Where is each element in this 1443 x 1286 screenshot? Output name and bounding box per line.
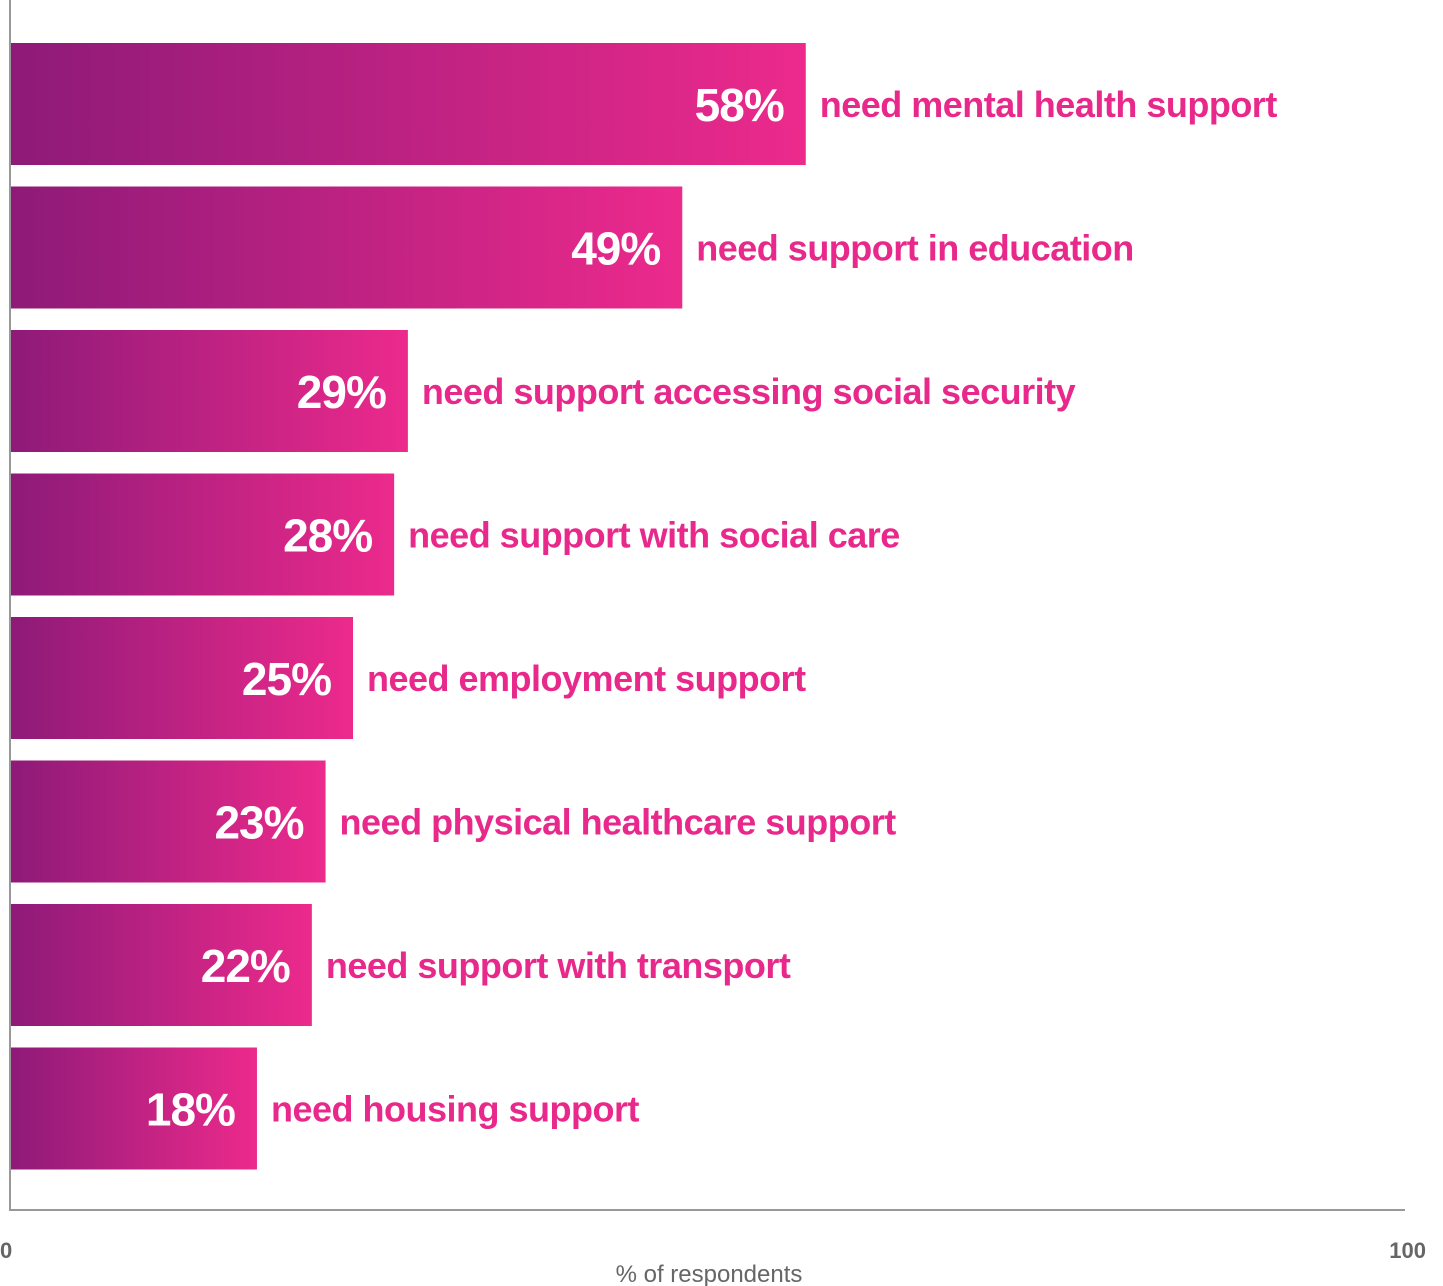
bar-1	[10, 43, 806, 165]
bar-7	[10, 904, 312, 1026]
bar-2	[10, 186, 683, 309]
bar-value-label: 58%	[695, 79, 784, 131]
bar-5	[10, 617, 353, 739]
bar-value-label: 22%	[201, 940, 290, 992]
bar-value-label: 29%	[297, 366, 386, 418]
x-tick-label-min: 0	[0, 1238, 12, 1263]
bar-category-label: need employment support	[367, 658, 806, 699]
bar-category-label: need mental health support	[820, 84, 1278, 125]
bar-category-label: need support in education	[696, 228, 1134, 269]
bar-category-label: need housing support	[271, 1089, 639, 1130]
bar-category-label: need support with transport	[326, 945, 791, 986]
bar-value-label: 23%	[214, 797, 303, 849]
bar-value-label: 25%	[242, 653, 331, 705]
bar-8	[10, 1047, 257, 1170]
bar-value-label: 49%	[571, 223, 660, 275]
x-axis-title: % of respondents	[616, 1261, 803, 1286]
bar-category-label: need support with social care	[408, 515, 900, 556]
bars-group: 58% need mental health support 49% need sup…	[10, 43, 1278, 1170]
x-tick-label-max: 100	[1389, 1238, 1426, 1263]
bar-category-label: need physical healthcare support	[340, 802, 897, 843]
bar-value-label: 28%	[283, 510, 372, 562]
bar-3	[10, 330, 408, 452]
bar-6	[10, 760, 326, 883]
bar-value-label: 18%	[146, 1084, 235, 1136]
bar-category-label: need support accessing social security	[422, 371, 1076, 412]
bar-4	[10, 473, 395, 596]
